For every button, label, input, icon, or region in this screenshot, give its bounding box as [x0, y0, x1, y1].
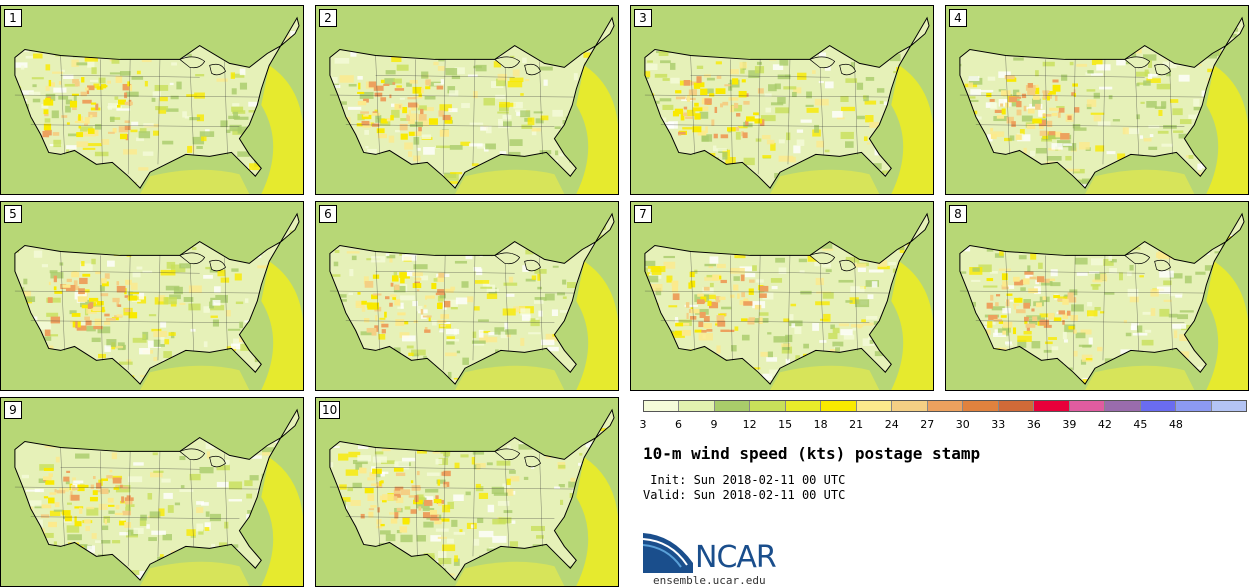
- stamp-number: 4: [949, 9, 967, 27]
- colorbar-swatch: [963, 401, 999, 411]
- colorbar-tick-label: 15: [778, 418, 793, 431]
- colorbar-swatch: [821, 401, 857, 411]
- stamp-map-5[interactable]: 5: [0, 201, 304, 391]
- colorbar-swatch: [1069, 401, 1106, 411]
- colorbar-swatch: [1034, 401, 1070, 411]
- colorbar-swatch: [785, 401, 822, 411]
- stamp-number: 10: [319, 401, 341, 419]
- colorbar-tick-label: 39: [1062, 418, 1077, 431]
- wind-speed-map: [1, 398, 303, 586]
- colorbar-tick-label: 6: [675, 418, 683, 431]
- stamp-map-2[interactable]: 2: [315, 5, 619, 195]
- colorbar-swatch: [1176, 401, 1212, 411]
- init-time: Init: Sun 2018-02-11 00 UTC: [643, 473, 846, 487]
- colorbar: [643, 400, 1247, 412]
- ncar-logo-text: NCAR: [695, 540, 777, 575]
- wind-speed-map: [631, 6, 933, 194]
- colorbar-tick-label: 30: [955, 418, 970, 431]
- colorbar-swatch: [679, 401, 715, 411]
- colorbar-swatch: [892, 401, 928, 411]
- colorbar-swatch: [1140, 401, 1177, 411]
- stamp-map-8[interactable]: 8: [945, 201, 1249, 391]
- stamp-map-10[interactable]: 10: [315, 397, 619, 587]
- colorbar-tick-label: 12: [742, 418, 757, 431]
- colorbar-swatch: [714, 401, 751, 411]
- colorbar-tick-label: 9: [710, 418, 718, 431]
- colorbar-swatch: [998, 401, 1035, 411]
- wind-speed-map: [316, 6, 618, 194]
- colorbar-swatch: [1105, 401, 1141, 411]
- stamp-number: 9: [4, 401, 22, 419]
- stamp-map-4[interactable]: 4: [945, 5, 1249, 195]
- colorbar-swatch: [1211, 401, 1246, 411]
- wind-speed-map: [631, 202, 933, 390]
- stamp-number: 2: [319, 9, 337, 27]
- colorbar-tick-label: 21: [849, 418, 864, 431]
- colorbar-tick-label: 18: [813, 418, 828, 431]
- colorbar-tick-label: 36: [1026, 418, 1041, 431]
- colorbar-swatch: [927, 401, 964, 411]
- colorbar-tick-label: 27: [920, 418, 935, 431]
- stamp-number: 6: [319, 205, 337, 223]
- colorbar-tick-label: 42: [1097, 418, 1112, 431]
- stamp-map-3[interactable]: 3: [630, 5, 934, 195]
- ncar-logo-icon: [643, 533, 693, 573]
- stamp-map-7[interactable]: 7: [630, 201, 934, 391]
- stamp-number: 5: [4, 205, 22, 223]
- colorbar-tick-label: 24: [884, 418, 899, 431]
- stamp-number: 7: [634, 205, 652, 223]
- stamp-number: 3: [634, 9, 652, 27]
- colorbar-swatch: [750, 401, 786, 411]
- plot-title: 10-m wind speed (kts) postage stamp: [643, 444, 981, 463]
- colorbar-tick-label: 48: [1168, 418, 1183, 431]
- wind-speed-map: [946, 6, 1248, 194]
- valid-time: Valid: Sun 2018-02-11 00 UTC: [643, 488, 846, 502]
- colorbar-swatch: [856, 401, 893, 411]
- stamp-map-1[interactable]: 1: [0, 5, 304, 195]
- wind-speed-map: [1, 6, 303, 194]
- stamp-map-9[interactable]: 9: [0, 397, 304, 587]
- wind-speed-map: [1, 202, 303, 390]
- wind-speed-map: [946, 202, 1248, 390]
- colorbar-tick-label: 33: [991, 418, 1006, 431]
- stamp-number: 1: [4, 9, 22, 27]
- stamp-map-6[interactable]: 6: [315, 201, 619, 391]
- colorbar-tick-label: 3: [639, 418, 647, 431]
- wind-speed-map: [316, 398, 618, 586]
- website-link[interactable]: ensemble.ucar.edu: [653, 574, 766, 587]
- colorbar-tick-label: 45: [1133, 418, 1148, 431]
- colorbar-swatch: [644, 401, 680, 411]
- wind-speed-map: [316, 202, 618, 390]
- stamp-number: 8: [949, 205, 967, 223]
